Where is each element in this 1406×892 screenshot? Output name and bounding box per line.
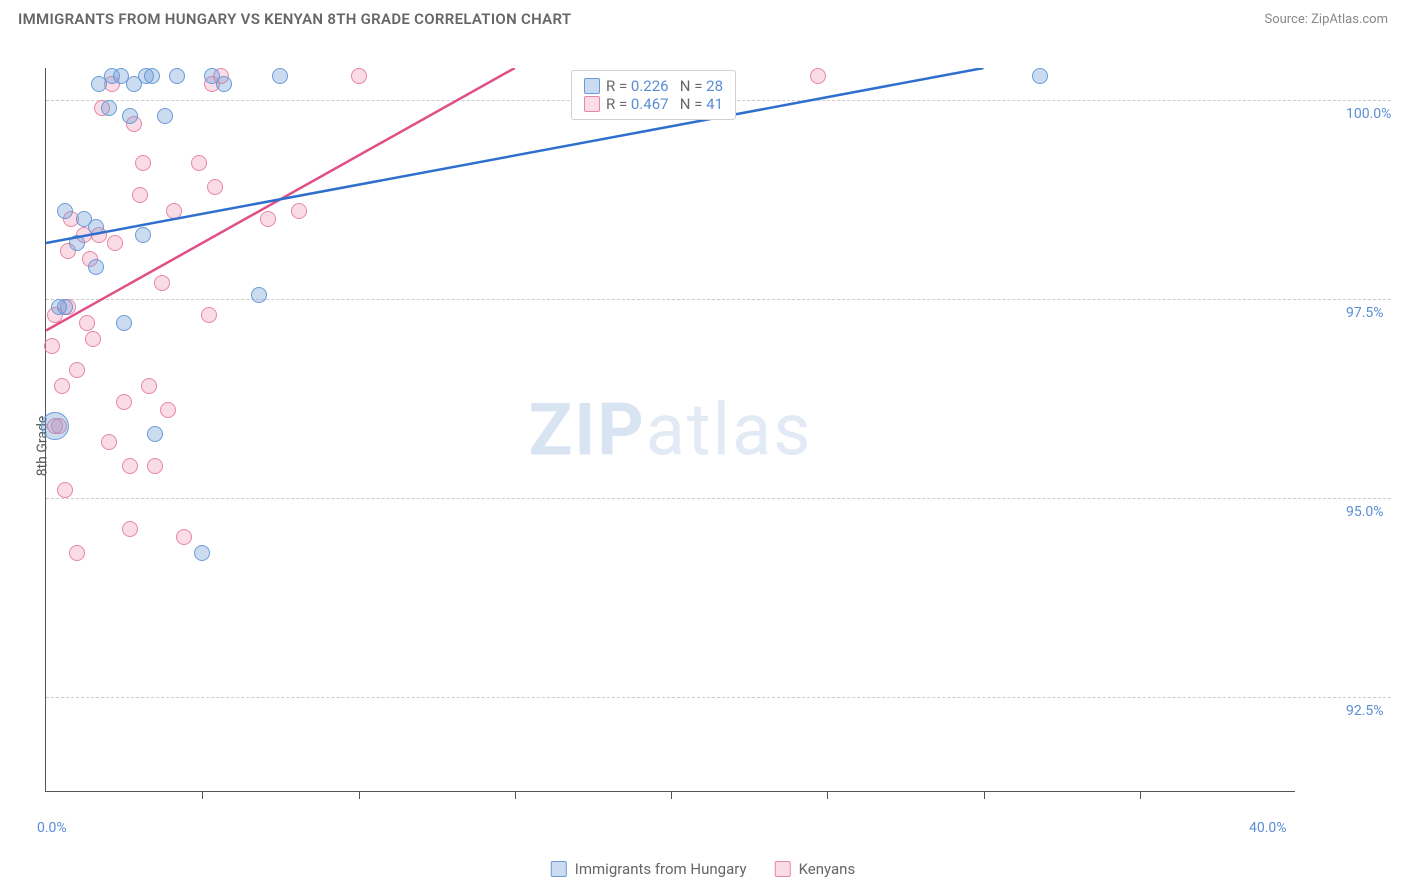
source-name: ZipAtlas.com	[1311, 12, 1388, 27]
scatter-point-kenyans	[107, 235, 123, 251]
legend-swatch	[584, 78, 600, 94]
scatter-point-kenyans	[810, 68, 826, 84]
scatter-point-kenyans	[135, 155, 151, 171]
scatter-point-hungary	[88, 219, 104, 235]
gridline	[46, 498, 1391, 499]
scatter-point-hungary	[147, 426, 163, 442]
stats-text: R = 0.467 N = 41	[606, 95, 723, 113]
scatter-point-kenyans	[191, 155, 207, 171]
scatter-point-kenyans	[69, 545, 85, 561]
scatter-point-hungary	[216, 76, 232, 92]
x-tick-label: 0.0%	[37, 820, 67, 836]
scatter-point-hungary	[116, 315, 132, 331]
scatter-point-hungary	[144, 68, 160, 84]
scatter-point-kenyans	[201, 307, 217, 323]
gridline	[46, 697, 1391, 698]
scatter-point-kenyans	[160, 402, 176, 418]
scatter-point-hungary	[135, 227, 151, 243]
watermark-atlas: atlas	[646, 387, 813, 472]
scatter-point-kenyans	[260, 211, 276, 227]
scatter-point-hungary	[1032, 68, 1048, 84]
trend-lines	[46, 68, 1296, 792]
plot-area: ZIPatlas 92.5%95.0%97.5%100.0% R = 0.226…	[45, 68, 1295, 792]
x-tick	[359, 791, 360, 799]
legend-swatch	[584, 96, 600, 112]
scatter-point-kenyans	[351, 68, 367, 84]
scatter-point-hungary	[88, 259, 104, 275]
stats-legend-row: R = 0.226 N = 28	[584, 77, 723, 95]
source-prefix: Source:	[1264, 12, 1311, 27]
x-tick	[827, 791, 828, 799]
scatter-point-kenyans	[207, 179, 223, 195]
stats-legend-row: R = 0.467 N = 41	[584, 95, 723, 113]
source-attribution: Source: ZipAtlas.com	[1264, 12, 1388, 27]
scatter-point-kenyans	[116, 394, 132, 410]
scatter-point-hungary	[157, 108, 173, 124]
scatter-point-kenyans	[154, 275, 170, 291]
legend-item: Kenyans	[775, 860, 856, 878]
x-tick	[671, 791, 672, 799]
y-tick-label: 92.5%	[1346, 703, 1384, 719]
legend-swatch	[775, 861, 791, 877]
watermark-zip: ZIP	[529, 387, 646, 472]
scatter-point-kenyans	[44, 338, 60, 354]
scatter-point-hungary	[57, 299, 73, 315]
trendline-hungary	[46, 68, 984, 243]
y-tick-label: 100.0%	[1346, 106, 1391, 122]
scatter-point-kenyans	[79, 315, 95, 331]
scatter-point-hungary	[251, 287, 267, 303]
scatter-point-kenyans	[122, 521, 138, 537]
scatter-point-kenyans	[291, 203, 307, 219]
x-tick	[515, 791, 516, 799]
x-tick	[1140, 791, 1141, 799]
x-tick-label: 40.0%	[1249, 820, 1287, 836]
stats-text: R = 0.226 N = 28	[606, 77, 723, 95]
watermark-text: ZIPatlas	[529, 387, 813, 472]
stats-legend: R = 0.226 N = 28 R = 0.467 N = 41	[571, 70, 736, 120]
legend-item: Immigrants from Hungary	[551, 860, 747, 878]
gridline	[46, 299, 1391, 300]
scatter-point-kenyans	[132, 187, 148, 203]
scatter-point-kenyans	[147, 458, 163, 474]
scatter-point-kenyans	[101, 434, 117, 450]
scatter-point-hungary	[69, 235, 85, 251]
scatter-point-kenyans	[176, 529, 192, 545]
scatter-point-hungary	[57, 203, 73, 219]
scatter-point-kenyans	[122, 458, 138, 474]
scatter-point-kenyans	[166, 203, 182, 219]
y-tick-label: 95.0%	[1346, 504, 1384, 520]
scatter-point-kenyans	[57, 482, 73, 498]
x-tick	[984, 791, 985, 799]
scatter-point-hungary	[194, 545, 210, 561]
scatter-point-hungary	[169, 68, 185, 84]
scatter-point-hungary	[41, 412, 69, 440]
scatter-point-hungary	[272, 68, 288, 84]
legend-label: Immigrants from Hungary	[575, 860, 747, 878]
x-tick	[202, 791, 203, 799]
scatter-point-kenyans	[141, 378, 157, 394]
scatter-point-kenyans	[69, 362, 85, 378]
y-tick-label: 97.5%	[1346, 305, 1384, 321]
chart-title: IMMIGRANTS FROM HUNGARY VS KENYAN 8TH GR…	[18, 10, 571, 28]
bottom-legend: Immigrants from Hungary Kenyans	[551, 860, 855, 878]
scatter-point-hungary	[101, 100, 117, 116]
legend-swatch	[551, 861, 567, 877]
legend-label: Kenyans	[799, 860, 856, 878]
scatter-point-kenyans	[85, 331, 101, 347]
scatter-point-kenyans	[54, 378, 70, 394]
scatter-point-hungary	[122, 108, 138, 124]
